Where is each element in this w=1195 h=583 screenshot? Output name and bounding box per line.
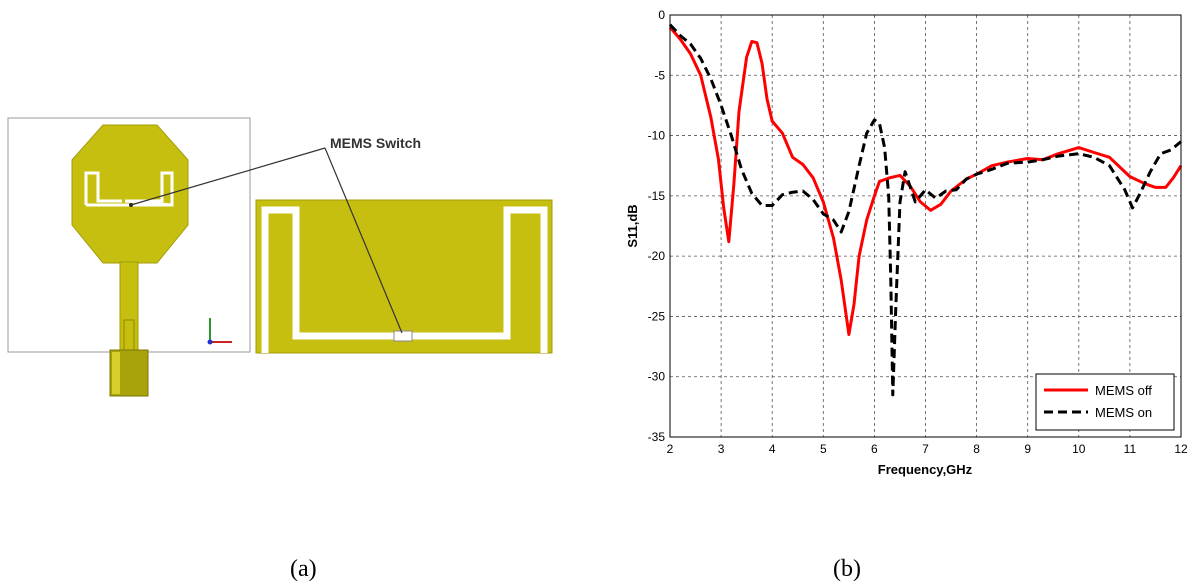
y-tick-label--25: -25 bbox=[648, 309, 666, 323]
y-tick-label--5: -5 bbox=[654, 68, 665, 82]
x-axis-label: Frequency,GHz bbox=[878, 462, 973, 477]
x-tick-label-3: 3 bbox=[718, 442, 725, 456]
grid bbox=[670, 15, 1181, 437]
plot-frame bbox=[669, 14, 1182, 438]
octagon-patch bbox=[71, 124, 189, 264]
y-tick-label--10: -10 bbox=[648, 129, 666, 143]
caption-b: (b) bbox=[833, 556, 861, 582]
y-tick-label--20: -20 bbox=[648, 249, 666, 263]
y-tick-label--35: -35 bbox=[648, 430, 666, 444]
s11-chart: 2 3 4 5 6 7 8 9 10 11 12 0 -5 -10 -15 -20 -25 -30 -35 Freq… bbox=[625, 8, 1188, 477]
antenna-illustration: MEMS Switch bbox=[7, 117, 553, 397]
coax-connector-shade bbox=[112, 352, 120, 394]
y-axis-label: S11,dB bbox=[625, 204, 640, 247]
legend-box bbox=[1035, 373, 1175, 431]
callout-line-zoom bbox=[324, 147, 403, 334]
x-tick-label-11: 11 bbox=[1124, 442, 1137, 456]
legend-label-mems-off: MEMS off bbox=[1095, 383, 1152, 398]
y-tick-label--30: -30 bbox=[648, 370, 666, 384]
x-tick-label-8: 8 bbox=[973, 442, 980, 456]
x-tick-label-7: 7 bbox=[922, 442, 929, 456]
callout-label: MEMS Switch bbox=[330, 135, 421, 151]
axis-triad-z bbox=[207, 339, 213, 345]
series-line-mems-on bbox=[668, 23, 1182, 397]
x-tick-label-5: 5 bbox=[820, 442, 827, 456]
zoom-view-patch bbox=[255, 199, 553, 354]
tick-labels: 2 3 4 5 6 7 8 9 10 11 12 0 -5 -10 -15 -20 -25 -30 -35 bbox=[648, 8, 1188, 456]
x-tick-label-12: 12 bbox=[1174, 442, 1188, 456]
x-tick-label-9: 9 bbox=[1024, 442, 1031, 456]
y-tick-label--15: -15 bbox=[648, 189, 666, 203]
x-tick-label-10: 10 bbox=[1072, 442, 1086, 456]
x-tick-label-4: 4 bbox=[769, 442, 776, 456]
series-layer bbox=[668, 23, 1183, 397]
x-tick-label-6: 6 bbox=[871, 442, 878, 456]
callout-line-front bbox=[130, 147, 326, 206]
x-tick-label-2: 2 bbox=[667, 442, 674, 456]
y-tick-label-0: 0 bbox=[658, 8, 665, 22]
legend: MEMS off MEMS on bbox=[1035, 373, 1175, 431]
caption-a: (a) bbox=[290, 556, 317, 582]
legend-label-mems-on: MEMS on bbox=[1095, 405, 1152, 420]
zoom-switch bbox=[393, 330, 413, 342]
